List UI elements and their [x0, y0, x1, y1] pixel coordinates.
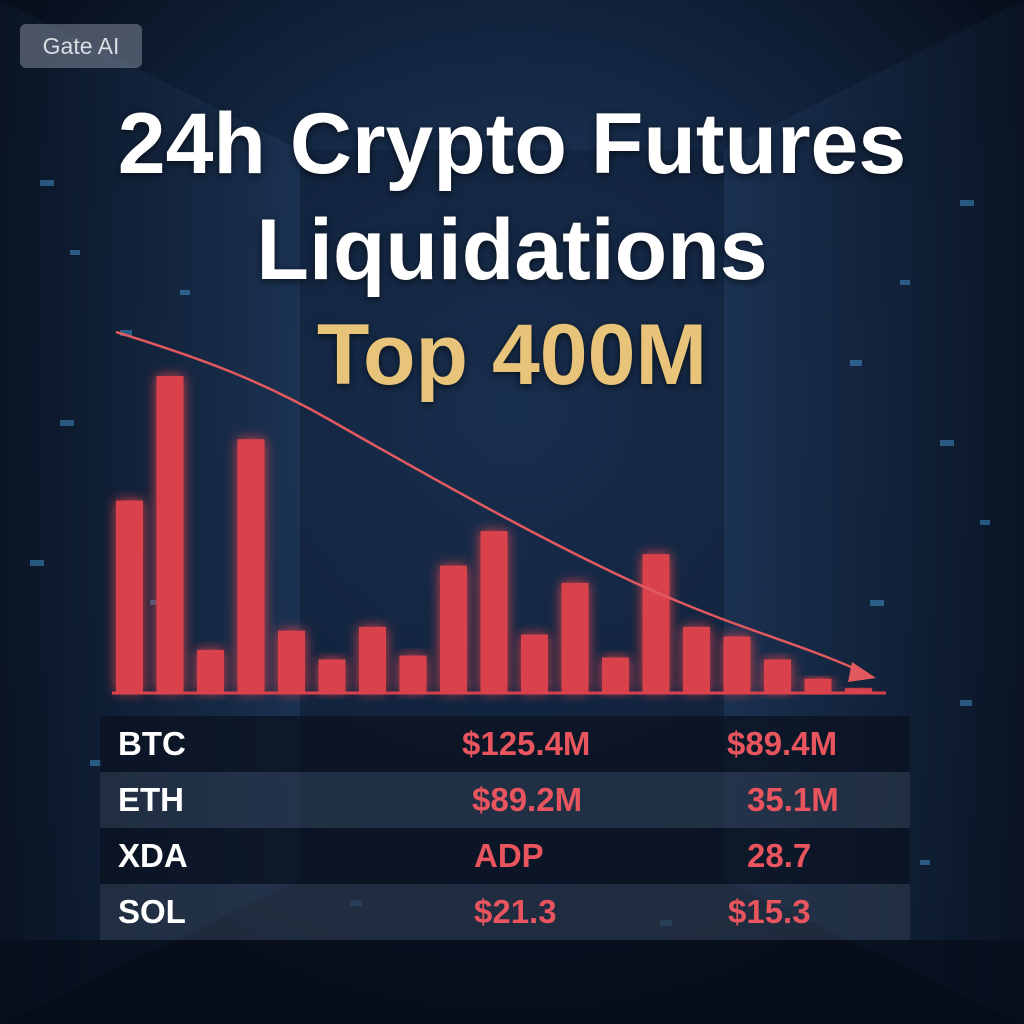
- trend-arrowhead: [848, 662, 876, 682]
- subtitle-highlight: Top 400M: [316, 307, 708, 403]
- chart-bar: [318, 659, 346, 692]
- value-cell: $89.2M: [472, 781, 583, 818]
- table-row: XDA ADP 28.7: [100, 828, 910, 884]
- value-cell: 35.1M: [747, 781, 839, 818]
- value-cell: $89.4M: [727, 725, 838, 762]
- value-cell: ADP: [474, 837, 544, 874]
- chart-bar: [764, 659, 791, 692]
- chart-bar: [561, 582, 589, 692]
- value-cell: 28.7: [747, 837, 812, 874]
- table-row: ETH $89.2M 35.1M: [100, 772, 910, 828]
- chart-bar: [804, 678, 832, 692]
- chart-bar: [156, 376, 184, 692]
- coin-label: XDA: [118, 837, 188, 874]
- chart-bar: [845, 688, 872, 692]
- chart-bar: [480, 531, 508, 692]
- coin-label: SOL: [118, 893, 186, 930]
- title-line-2: Liquidations: [256, 202, 768, 298]
- table-row: BTC $125.4M $89.4M: [100, 716, 910, 772]
- value-cell: $125.4M: [462, 725, 591, 762]
- chart-bar: [723, 636, 751, 692]
- chart-bar: [602, 657, 629, 692]
- chart-bar: [521, 634, 548, 692]
- value-cell: $15.3: [728, 893, 811, 930]
- value-cell: $21.3: [474, 893, 557, 930]
- chart-bar: [116, 500, 143, 692]
- chart-bar: [440, 565, 467, 692]
- chart-bar: [237, 439, 265, 692]
- chart-bar: [278, 630, 305, 692]
- chart-bar: [642, 554, 670, 692]
- title-line-1: 24h Crypto Futures: [117, 96, 907, 192]
- chart-bar: [683, 626, 710, 692]
- trend-line: [115, 330, 859, 672]
- chart-bar: [197, 649, 224, 692]
- coin-label: ETH: [118, 781, 184, 818]
- gate-ai-badge: Gate AI: [20, 24, 142, 68]
- coin-label: BTC: [118, 725, 186, 762]
- table-row: SOL $21.3 $15.3: [100, 884, 910, 940]
- chart-bar: [359, 626, 386, 692]
- chart-bar: [399, 655, 427, 692]
